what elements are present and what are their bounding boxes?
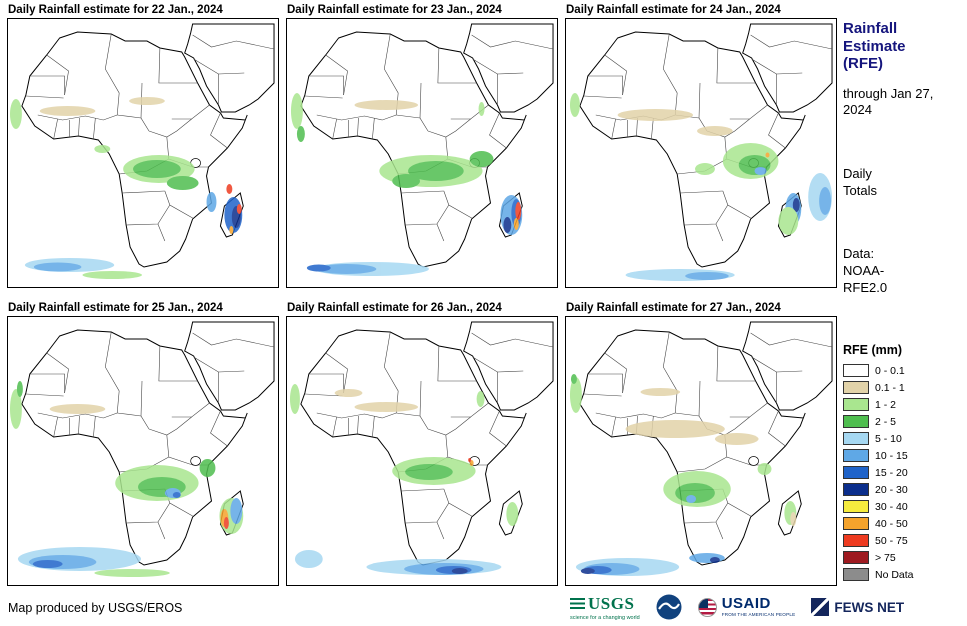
rainfall-overlay [9, 381, 244, 577]
legend-row: 1 - 2 [843, 396, 963, 413]
panel-title: Daily Rainfall estimate for 27 Jan., 202… [566, 302, 781, 314]
sidebar-daily-totals: Daily Totals [843, 166, 877, 198]
legend-row: 30 - 40 [843, 498, 963, 515]
legend: RFE (mm) 0 - 0.1 0.1 - 1 1 - 2 2 - 5 5 -… [843, 343, 963, 583]
fewsnet-logo: FEWS NET [811, 598, 904, 616]
logo-strip: USGS science for a changing world USAID … [570, 591, 962, 623]
legend-label: 2 - 5 [875, 415, 897, 428]
legend-label: 5 - 10 [875, 432, 902, 445]
panel-title: Daily Rainfall estimate for 23 Jan., 202… [287, 4, 502, 16]
africa-rainfall-map-22 [8, 19, 278, 287]
africa-rainfall-map-25 [8, 317, 278, 585]
legend-label: 1 - 2 [875, 398, 897, 411]
sidebar-title: Rainfall Estimate (RFE) [843, 20, 906, 73]
panel-title: Daily Rainfall estimate for 24 Jan., 202… [566, 4, 781, 16]
legend-row: 15 - 20 [843, 464, 963, 481]
map-box [565, 18, 837, 288]
rainfall-overlay [569, 374, 797, 576]
map-box [565, 316, 837, 586]
legend-swatch [843, 534, 869, 547]
panel-title: Daily Rainfall estimate for 25 Jan., 202… [8, 302, 223, 314]
legend-label: > 75 [875, 551, 896, 564]
usgs-bars-icon [570, 598, 585, 609]
map-box [286, 18, 558, 288]
legend-swatch [843, 449, 869, 462]
legend-label: 30 - 40 [875, 500, 908, 513]
legend-swatch [843, 483, 869, 496]
legend-label: 10 - 15 [875, 449, 908, 462]
sidebar-through: through Jan 27, 2024 [843, 86, 934, 118]
noaa-emblem-icon [656, 594, 682, 620]
africa-rainfall-map-23 [287, 19, 557, 287]
map-panel-27: Daily Rainfall estimate for 27 Jan., 202… [565, 302, 841, 586]
fewsnet-name: FEWS NET [834, 599, 905, 615]
map-panel-26: Daily Rainfall estimate for 26 Jan., 202… [286, 302, 562, 586]
legend-title: RFE (mm) [843, 343, 903, 357]
legend-swatch [843, 381, 869, 394]
usgs-name: USGS [588, 593, 635, 613]
legend-swatch [843, 517, 869, 530]
rainfall-overlay [9, 97, 243, 279]
legend-row: No Data [843, 566, 963, 583]
legend-swatch [843, 398, 869, 411]
legend-label: 20 - 30 [875, 483, 908, 496]
legend-label: 50 - 75 [875, 534, 908, 547]
map-panel-22: Daily Rainfall estimate for 22 Jan., 202… [7, 4, 283, 288]
fewsnet-mark-icon [811, 598, 830, 616]
map-panel-23: Daily Rainfall estimate for 23 Jan., 202… [286, 4, 562, 288]
legend-label: No Data [875, 568, 914, 581]
usgs-tagline: science for a changing world [570, 614, 640, 621]
legend-swatch [843, 432, 869, 445]
map-credit: Map produced by USGS/EROS [8, 601, 183, 615]
legend-label: 40 - 50 [875, 517, 908, 530]
legend-swatch [843, 551, 869, 564]
map-box [7, 18, 279, 288]
map-box [286, 316, 558, 586]
sidebar: Rainfall Estimate (RFE) through Jan 27, … [843, 0, 963, 626]
legend-row: 0.1 - 1 [843, 379, 963, 396]
legend-row: > 75 [843, 549, 963, 566]
rainfall-overlay [569, 93, 833, 281]
map-panel-24: Daily Rainfall estimate for 24 Jan., 202… [565, 4, 841, 288]
legend-label: 0.1 - 1 [875, 381, 905, 394]
usgs-logo: USGS science for a changing world [570, 594, 640, 621]
usaid-logo: USAID FROM THE AMERICAN PEOPLE [697, 595, 796, 617]
usaid-name: USAID [721, 595, 771, 613]
legend-row: 2 - 5 [843, 413, 963, 430]
africa-rainfall-map-24 [566, 19, 836, 287]
usaid-tagline: FROM THE AMERICAN PEOPLE [721, 611, 796, 617]
map-box [7, 316, 279, 586]
legend-swatch [843, 364, 869, 377]
noaa-logo [656, 594, 682, 620]
legend-row: 20 - 30 [843, 481, 963, 498]
usaid-flag-icon [697, 597, 717, 617]
legend-swatch [843, 415, 869, 428]
rainfall-overlay [289, 384, 519, 575]
sidebar-data-source: Data: NOAA-RFE2.0 [843, 246, 888, 295]
legend-row: 50 - 75 [843, 532, 963, 549]
legend-row: 0 - 0.1 [843, 362, 963, 379]
map-panel-25: Daily Rainfall estimate for 25 Jan., 202… [7, 302, 283, 586]
panel-title: Daily Rainfall estimate for 26 Jan., 202… [287, 302, 502, 314]
rainfall-overlay [290, 93, 523, 276]
legend-swatch [843, 500, 869, 513]
legend-label: 15 - 20 [875, 466, 908, 479]
legend-row: 5 - 10 [843, 430, 963, 447]
legend-swatch [843, 568, 869, 581]
panel-title: Daily Rainfall estimate for 22 Jan., 202… [8, 4, 223, 16]
legend-swatch [843, 466, 869, 479]
africa-rainfall-map-27 [566, 317, 836, 585]
africa-rainfall-map-26 [287, 317, 557, 585]
legend-label: 0 - 0.1 [875, 364, 905, 377]
legend-row: 40 - 50 [843, 515, 963, 532]
legend-row: 10 - 15 [843, 447, 963, 464]
